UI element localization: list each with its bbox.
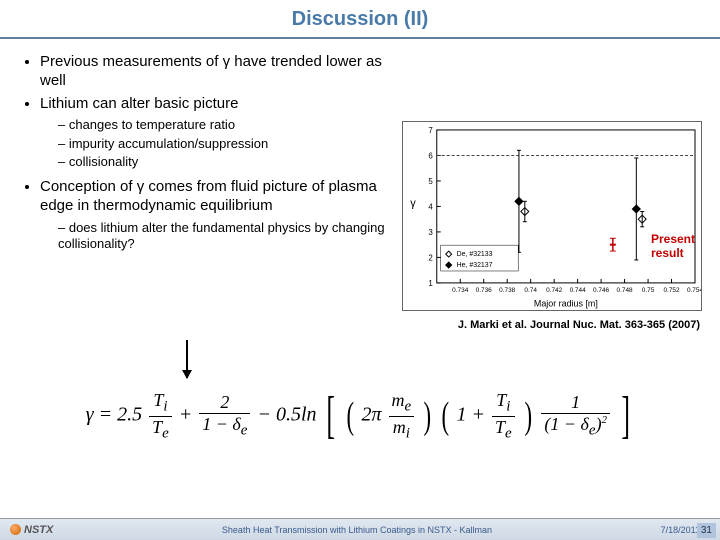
bullet-2: Lithium can alter basic picture changes …	[40, 95, 388, 171]
page-number: 31	[697, 523, 716, 538]
bullet-3: Conception of γ comes from fluid picture…	[40, 178, 388, 252]
svg-text:0.748: 0.748	[617, 287, 634, 294]
logo-icon	[10, 524, 21, 535]
bullet-3-sub-1: does lithium alter the fundamental physi…	[58, 220, 388, 253]
svg-text:4: 4	[428, 202, 433, 211]
svg-text:0.746: 0.746	[593, 287, 610, 294]
svg-text:Major radius [m]: Major radius [m]	[534, 299, 598, 309]
svg-text:0.754: 0.754	[687, 287, 701, 294]
svg-text:0.74: 0.74	[524, 287, 537, 294]
chart-citation: J. Marki et al. Journal Nuc. Mat. 363-36…	[458, 319, 700, 331]
gamma-chart: 1 2 3 4 5 6 7 0.734 0.736 0.738 0.74 0.742 0.744 0.74…	[402, 121, 702, 311]
svg-text:0.752: 0.752	[663, 287, 680, 294]
svg-text:2: 2	[428, 253, 433, 262]
gamma-equation: γ = 2.5 TiTe + 21 − δe − 0.5ln [ ( 2π me…	[0, 390, 720, 442]
svg-text:0.742: 0.742	[546, 287, 563, 294]
bullet-column: Previous measurements of γ have trended …	[18, 53, 388, 252]
bullet-2-sub-3: collisionality	[58, 154, 388, 170]
svg-text:7: 7	[428, 126, 433, 135]
bullet-2-sub-2: impurity accumulation/suppression	[58, 136, 388, 152]
svg-text:6: 6	[428, 151, 433, 160]
svg-text:He, #32137: He, #32137	[457, 262, 493, 269]
svg-text:1: 1	[428, 279, 433, 288]
bullet-2-sub-1: changes to temperature ratio	[58, 117, 388, 133]
footer-date: 7/18/2011	[661, 525, 700, 535]
svg-text:γ: γ	[410, 197, 416, 209]
footer-title: Sheath Heat Transmission with Lithium Co…	[53, 525, 660, 535]
svg-text:0.734: 0.734	[452, 287, 469, 294]
svg-text:5: 5	[428, 177, 433, 186]
svg-text:0.75: 0.75	[642, 287, 655, 294]
svg-text:3: 3	[428, 228, 433, 237]
svg-text:0.738: 0.738	[499, 287, 516, 294]
content-area: Previous measurements of γ have trended …	[0, 39, 720, 252]
svg-text:0.736: 0.736	[476, 287, 493, 294]
footer-bar: NSTX Sheath Heat Transmission with Lithi…	[0, 518, 720, 540]
present-result-label: Presentresult	[651, 232, 695, 260]
bullet-1: Previous measurements of γ have trended …	[40, 53, 388, 91]
svg-text:0.744: 0.744	[570, 287, 587, 294]
chart-svg: 1 2 3 4 5 6 7 0.734 0.736 0.738 0.74 0.742 0.744 0.74…	[403, 122, 701, 311]
slide-title: Discussion (II)	[0, 0, 720, 39]
nstx-logo: NSTX	[10, 524, 53, 536]
svg-text:De, #32133: De, #32133	[457, 251, 493, 258]
arrow-down-icon	[186, 340, 188, 378]
